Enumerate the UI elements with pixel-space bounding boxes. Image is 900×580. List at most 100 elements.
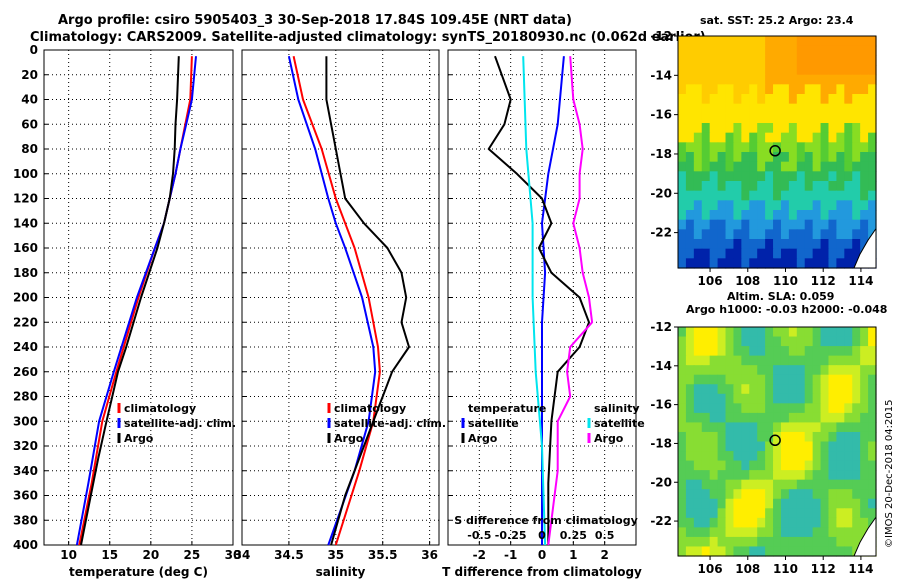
map-cell-sla [773, 441, 782, 452]
map-cell-sst [733, 132, 742, 143]
map-cell-sla [678, 517, 687, 528]
map-cell-sla [733, 346, 742, 357]
map-cell-sst [757, 152, 766, 163]
map-cell-sst [757, 239, 766, 250]
map-cell-sst [828, 74, 837, 85]
ytick-label: 380 [13, 513, 38, 527]
map-cell-sla [733, 498, 742, 509]
map-cell-sst [678, 113, 687, 124]
map-cell-sst [693, 65, 703, 76]
map-cell-sst [693, 229, 703, 240]
series-line-temperature-2 [80, 56, 180, 546]
map-lat-label-sst: -14 [650, 68, 672, 82]
map-cell-sst [693, 132, 703, 143]
map-cell-sla [709, 355, 719, 366]
map-cell-sst [868, 94, 877, 105]
map-cell-sst [812, 258, 822, 269]
map-cell-sst [749, 190, 758, 201]
map-cell-sla [757, 374, 766, 385]
map-cell-sla [749, 460, 758, 471]
map-cell-sst [796, 181, 806, 192]
map-cell-sst [812, 123, 822, 134]
map-cell-sla [788, 403, 798, 414]
map-cell-sla [796, 355, 806, 366]
map-cell-sla [868, 441, 877, 452]
map-cell-sla [709, 327, 719, 338]
map-cell-sla [780, 460, 790, 471]
map-cell-sst [741, 171, 750, 182]
map-cell-sla [820, 431, 830, 443]
map-cell-sla [685, 498, 695, 509]
map-cell-sst [868, 74, 877, 85]
xtick-label-salinity: 35.5 [368, 548, 398, 562]
map-cell-sst [701, 152, 711, 163]
map-cell-sst [678, 171, 687, 182]
map-cell-sla [757, 508, 766, 519]
map-cell-sst [788, 55, 798, 66]
map-cell-sla [685, 393, 695, 404]
map-cell-sst [852, 229, 861, 240]
map-cell-sst [685, 123, 695, 134]
map-cell-sla [685, 336, 695, 347]
map-cell-sla [780, 393, 790, 404]
map-lat-label-sla: -22 [650, 514, 672, 528]
map-cell-sla [868, 327, 877, 338]
map-cell-sla [685, 365, 695, 376]
map-cell-sla [836, 451, 845, 462]
map-cell-sla [812, 517, 822, 528]
map-cell-sla [749, 451, 758, 462]
map-cell-sst [780, 152, 790, 163]
map-cell-sst [828, 123, 837, 134]
map-cell-sla [773, 508, 782, 519]
map-cell-sst [773, 94, 782, 105]
map-cell-sst [836, 36, 845, 47]
map-cell-sla [812, 336, 822, 347]
map-cell-sst [773, 200, 782, 211]
map-cell-sst [685, 74, 695, 85]
map-cell-sla [852, 451, 861, 462]
map-cell-sla [820, 460, 830, 471]
map-cell-sla [852, 384, 861, 395]
map-cell-sla [709, 451, 719, 462]
map-cell-sla [725, 489, 735, 500]
map-cell-sst [678, 258, 687, 269]
map-cell-sst [749, 161, 758, 172]
map-cell-sst [780, 210, 790, 221]
map-cell-sla [741, 355, 750, 366]
map-cell-sla [749, 479, 758, 490]
map-cell-sst [844, 123, 853, 134]
map-cell-sst [780, 161, 790, 172]
map-cell-sst [812, 171, 822, 182]
map-cell-sst [741, 74, 750, 85]
map-cell-sla [820, 327, 830, 338]
map-cell-sla [757, 403, 766, 414]
map-cell-sst [709, 132, 719, 143]
map-cell-sst [780, 171, 790, 182]
map-cell-sla [796, 508, 806, 519]
map-cell-sst [678, 103, 687, 114]
map-cell-sla [773, 355, 782, 366]
map-cell-sst [820, 45, 830, 56]
map-cell-sst [852, 94, 861, 105]
map-cell-sst [709, 248, 719, 259]
map-cell-sla [812, 403, 822, 414]
map-cell-sla [828, 441, 837, 452]
map-cell-sla [860, 498, 869, 509]
map-cell-sla [685, 536, 695, 548]
map-cell-sst [828, 142, 837, 153]
map-cell-sst [860, 210, 869, 221]
map-cell-sla [749, 431, 758, 443]
map-cell-sla [685, 470, 695, 481]
map-cell-sst [773, 142, 782, 153]
map-cell-sst [701, 132, 711, 143]
map-cell-sla [804, 327, 814, 338]
map-cell-sst [796, 65, 806, 76]
map-cell-sst [788, 152, 798, 163]
map-cell-sla [804, 412, 814, 424]
map-cell-sst [693, 45, 703, 56]
map-cell-sla [836, 527, 845, 538]
map-cell-sst [788, 248, 798, 259]
map-cell-sla [757, 546, 766, 557]
legend-sal-2-label: Argo [334, 432, 364, 445]
map-cell-sla [788, 517, 798, 528]
